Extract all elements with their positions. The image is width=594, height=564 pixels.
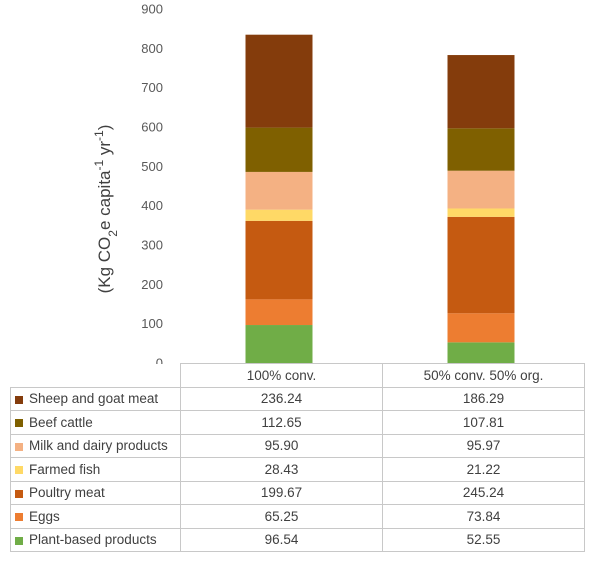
legend-swatch [15, 419, 23, 428]
legend-swatch [15, 395, 23, 404]
bar-segment [245, 171, 313, 210]
data-label: 52.55 [382, 527, 585, 552]
y-tick-label: 200 [141, 277, 163, 292]
data-table: 100% conv. 50% conv. 50% org. Sheep and go… [10, 363, 585, 552]
table-row: Farmed fish 28.43 21.22 [10, 457, 585, 482]
bar-segment [447, 128, 515, 171]
data-label: 96.54 [180, 527, 383, 552]
data-label: 236.24 [180, 386, 383, 411]
legend-swatch [15, 513, 23, 522]
data-label: 186.29 [382, 386, 585, 411]
legend-swatch [15, 466, 23, 475]
legend-entry: Plant-based products [10, 527, 181, 552]
data-label: 21.22 [382, 457, 585, 482]
legend-label: Milk and dairy products [29, 438, 168, 454]
chart: (Kg CO2e capita-1 yr-1) 0 100 200 300 400 500… [92, 2, 515, 365]
legend-entry: Milk and dairy products [10, 433, 181, 458]
bar-segment [447, 216, 515, 314]
y-tick-label: 600 [141, 120, 163, 135]
y-tick-label: 300 [141, 238, 163, 253]
legend-entry: Beef cattle [10, 410, 181, 435]
legend-entry: Sheep and goat meat [10, 386, 181, 411]
data-label: 73.84 [382, 504, 585, 529]
legend-label: Sheep and goat meat [29, 391, 159, 407]
legend-label: Beef cattle [29, 414, 93, 430]
bar-segment [245, 34, 313, 128]
bar-segment [447, 170, 515, 209]
bar-segment [447, 342, 515, 363]
legend-swatch [15, 442, 23, 451]
y-tick-label: 900 [141, 2, 163, 17]
data-label: 107.81 [382, 410, 585, 435]
y-tick-label: 700 [141, 80, 163, 95]
y-tick-label: 0 [156, 356, 163, 365]
y-tick-label: 500 [141, 159, 163, 174]
data-label: 95.90 [180, 433, 383, 458]
data-label: 95.97 [382, 433, 585, 458]
category-label: 100% conv. [180, 363, 383, 388]
data-label: 199.67 [180, 480, 383, 505]
category-label: 50% conv. 50% org. [382, 363, 585, 388]
legend-label: Poultry meat [29, 485, 105, 501]
legend-label: Plant-based products [29, 532, 157, 548]
data-label: 245.24 [382, 480, 585, 505]
table-row: Plant-based products 96.54 52.55 [10, 527, 585, 552]
table-row: Milk and dairy products 95.90 95.97 [10, 433, 585, 458]
y-tick-label: 100 [141, 316, 163, 331]
legend-entry: Farmed fish [10, 457, 181, 482]
legend-label: Farmed fish [29, 461, 101, 477]
table-row: Beef cattle 112.65 107.81 [10, 410, 585, 435]
table-row: Poultry meat 199.67 245.24 [10, 480, 585, 505]
legend-swatch [15, 536, 23, 545]
bar-segment [447, 55, 515, 129]
data-label: 65.25 [180, 504, 383, 529]
y-tick-label: 800 [141, 41, 163, 56]
bar-segment [447, 313, 515, 343]
legend-entry: Eggs [10, 504, 181, 529]
legend-entry: Poultry meat [10, 480, 181, 505]
bar-segment [245, 220, 313, 300]
data-label: 112.65 [180, 410, 383, 435]
bars [245, 34, 515, 363]
bar-segment [245, 299, 313, 326]
legend-label: Eggs [29, 508, 60, 524]
bar-segment [245, 209, 313, 221]
legend-swatch [15, 489, 23, 498]
bar-segment [245, 325, 313, 363]
table-row: Eggs 65.25 73.84 [10, 504, 585, 529]
table-header-row: 100% conv. 50% conv. 50% org. [10, 363, 585, 388]
table-corner [10, 363, 181, 388]
bar-segment [245, 127, 313, 172]
y-axis-label: (Kg CO2e capita-1 yr-1) [92, 125, 120, 294]
y-tick-label: 400 [141, 198, 163, 213]
table-row: Sheep and goat meat 236.24 186.29 [10, 386, 585, 411]
data-label: 28.43 [180, 457, 383, 482]
bar-segment [447, 208, 515, 217]
y-axis-ticks: 0 100 200 300 400 500 600 700 800 900 [141, 2, 163, 365]
